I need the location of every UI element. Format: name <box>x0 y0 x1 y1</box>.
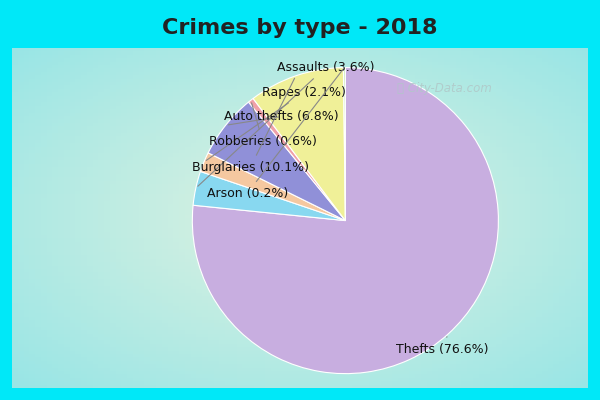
Text: Thefts (76.6%): Thefts (76.6%) <box>396 337 488 356</box>
Text: ⓘ City-Data.com: ⓘ City-Data.com <box>397 82 492 95</box>
Wedge shape <box>193 68 499 374</box>
Wedge shape <box>343 68 346 220</box>
Text: Auto thefts (6.8%): Auto thefts (6.8%) <box>224 110 338 125</box>
Wedge shape <box>193 172 346 220</box>
Wedge shape <box>248 98 346 220</box>
Text: Crimes by type - 2018: Crimes by type - 2018 <box>162 18 438 38</box>
Text: Robberies (0.6%): Robberies (0.6%) <box>209 103 317 148</box>
Wedge shape <box>253 68 346 220</box>
Text: Arson (0.2%): Arson (0.2%) <box>207 70 343 200</box>
Wedge shape <box>200 153 346 220</box>
Text: Assaults (3.6%): Assaults (3.6%) <box>198 61 374 186</box>
Text: Burglaries (10.1%): Burglaries (10.1%) <box>192 78 309 174</box>
Wedge shape <box>208 102 346 220</box>
Text: Rapes (2.1%): Rapes (2.1%) <box>206 86 346 160</box>
